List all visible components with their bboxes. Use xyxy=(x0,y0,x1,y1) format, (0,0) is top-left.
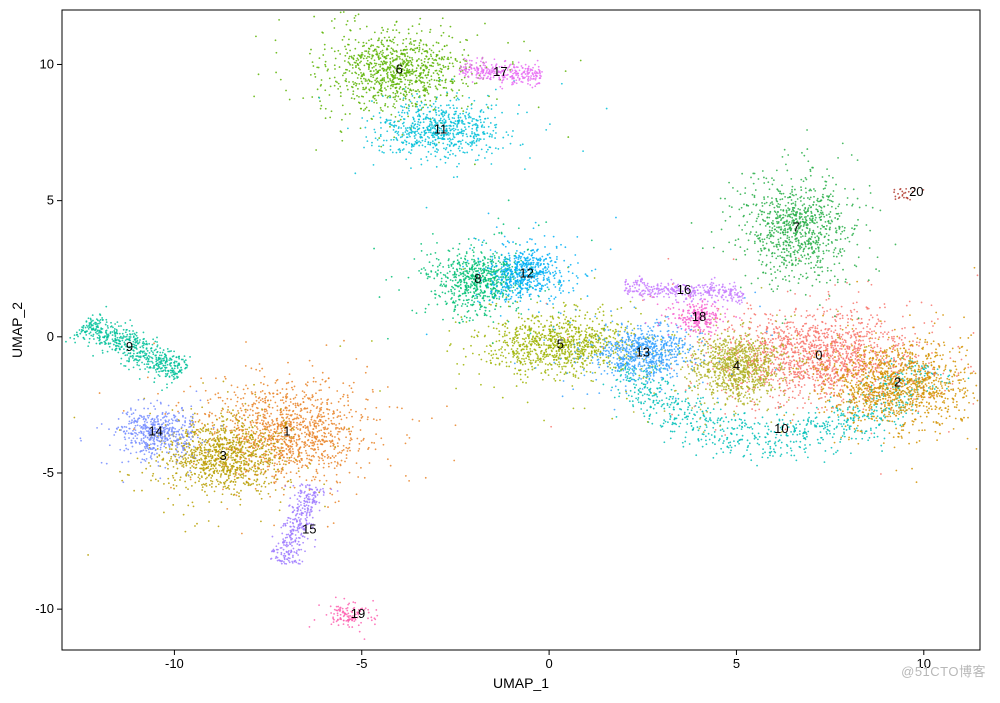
cluster-label-20: 20 xyxy=(909,184,923,199)
cluster-label-8: 8 xyxy=(474,271,481,286)
cluster-label-0: 0 xyxy=(815,347,822,362)
ytick-label: -5 xyxy=(42,465,54,480)
cluster-label-13: 13 xyxy=(636,345,650,360)
cluster-label-14: 14 xyxy=(148,424,162,439)
xtick-label: 10 xyxy=(917,656,931,671)
cluster-label-7: 7 xyxy=(793,219,800,234)
x-axis-title: UMAP_1 xyxy=(493,675,549,691)
ytick-label: 0 xyxy=(47,329,54,344)
umap-scatter-chart: -10-50510-10-50510UMAP_1UMAP_20123456789… xyxy=(0,0,1000,698)
xtick-label: -10 xyxy=(165,656,184,671)
ytick-label: 10 xyxy=(40,56,54,71)
cluster-label-16: 16 xyxy=(677,282,691,297)
cluster-label-2: 2 xyxy=(894,375,901,390)
chart-svg: -10-50510-10-50510UMAP_1UMAP_20123456789… xyxy=(0,0,1000,698)
cluster-label-17: 17 xyxy=(493,64,507,79)
cluster-label-3: 3 xyxy=(220,448,227,463)
cluster-label-11: 11 xyxy=(434,121,448,136)
cluster-label-15: 15 xyxy=(302,522,316,537)
cluster-label-12: 12 xyxy=(519,266,533,281)
cluster-label-4: 4 xyxy=(733,358,740,373)
ytick-label: -10 xyxy=(35,601,54,616)
xtick-label: 0 xyxy=(545,656,552,671)
cluster-label-9: 9 xyxy=(126,339,133,354)
xtick-label: 5 xyxy=(733,656,740,671)
y-axis-title: UMAP_2 xyxy=(9,302,25,358)
ytick-label: 5 xyxy=(47,193,54,208)
cluster-label-1: 1 xyxy=(283,424,290,439)
cluster-label-18: 18 xyxy=(692,309,706,324)
cluster-label-6: 6 xyxy=(396,61,403,76)
cluster-label-5: 5 xyxy=(557,336,564,351)
xtick-label: -5 xyxy=(356,656,368,671)
cluster-label-19: 19 xyxy=(351,606,365,621)
cluster-label-10: 10 xyxy=(774,421,788,436)
